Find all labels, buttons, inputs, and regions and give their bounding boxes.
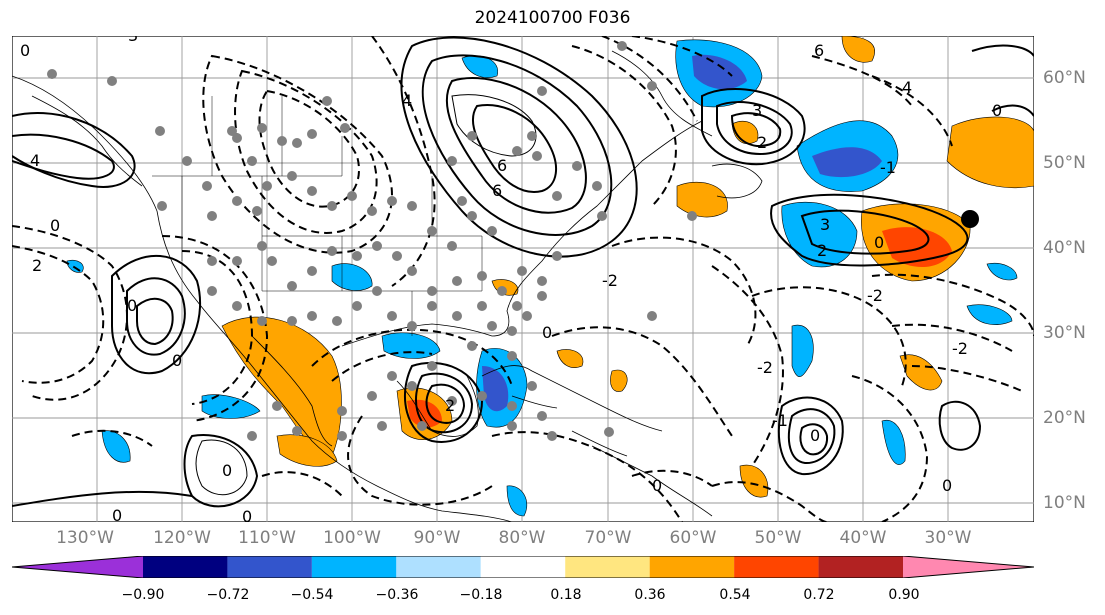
colorbar-segment bbox=[903, 556, 1034, 578]
lon-label: 90°W bbox=[413, 528, 461, 548]
colorbar-segment bbox=[649, 556, 735, 578]
colorbar-segment bbox=[734, 556, 819, 578]
colorbar-tick: −0.18 bbox=[459, 587, 503, 603]
lat-label: 10°N bbox=[1043, 493, 1086, 513]
colorbar-segment bbox=[396, 556, 481, 578]
svg-text:0: 0 bbox=[50, 216, 60, 235]
svg-text:6: 6 bbox=[492, 181, 502, 200]
contours-positive bbox=[12, 36, 1034, 508]
lon-label: 30°W bbox=[924, 528, 972, 548]
lon-label: 60°W bbox=[669, 528, 717, 548]
contours-thin bbox=[195, 94, 537, 496]
svg-text:0: 0 bbox=[992, 101, 1002, 120]
colorbar-segment bbox=[565, 556, 650, 578]
colorbar-tick: 0.54 bbox=[719, 587, 751, 603]
svg-text:2: 2 bbox=[817, 241, 827, 260]
svg-text:2: 2 bbox=[32, 256, 42, 275]
svg-text:4: 4 bbox=[30, 151, 40, 170]
svg-text:-2: -2 bbox=[952, 339, 968, 358]
lon-label: 120°W bbox=[153, 528, 211, 548]
svg-text:0: 0 bbox=[222, 461, 232, 480]
highlight-marker bbox=[961, 210, 979, 228]
colorbar-segment bbox=[12, 556, 143, 578]
map-panel: 0 4 0 2 0 0 6 6 4 3 2 3 2 0 -1 6 0 -2 -2… bbox=[12, 36, 1034, 522]
svg-text:-2: -2 bbox=[867, 286, 883, 305]
lon-label: 50°W bbox=[754, 528, 802, 548]
svg-text:-2: -2 bbox=[757, 358, 773, 377]
shading-warm bbox=[221, 36, 1034, 498]
svg-text:6: 6 bbox=[814, 41, 824, 60]
colorbar-segment bbox=[311, 556, 397, 578]
svg-text:2: 2 bbox=[757, 133, 767, 152]
svg-text:6: 6 bbox=[497, 156, 507, 175]
lat-label: 60°N bbox=[1043, 68, 1086, 88]
colorbar-segment bbox=[818, 556, 903, 578]
svg-text:3: 3 bbox=[752, 101, 762, 120]
lon-label: 110°W bbox=[238, 528, 296, 548]
svg-text:0: 0 bbox=[127, 296, 137, 315]
lat-label: 50°N bbox=[1043, 153, 1086, 173]
svg-text:0: 0 bbox=[172, 351, 182, 370]
lat-label: 40°N bbox=[1043, 238, 1086, 258]
colorbar-tick: −0.72 bbox=[206, 587, 250, 603]
svg-text:3: 3 bbox=[128, 36, 138, 45]
lat-label: 30°N bbox=[1043, 323, 1086, 343]
lon-label: 130°W bbox=[56, 528, 114, 548]
colorbar-tick: 0.90 bbox=[888, 587, 920, 603]
contour-labels: 0 4 0 2 0 0 6 6 4 3 2 3 2 0 -1 6 0 -2 -2… bbox=[20, 36, 1002, 522]
svg-text:0: 0 bbox=[874, 233, 884, 252]
svg-text:0: 0 bbox=[810, 426, 820, 445]
station-markers bbox=[47, 41, 697, 441]
svg-text:0: 0 bbox=[542, 323, 552, 342]
svg-text:4: 4 bbox=[402, 91, 412, 110]
svg-text:0: 0 bbox=[652, 476, 662, 495]
lon-label: 70°W bbox=[584, 528, 632, 548]
colorbar-tick: 0.18 bbox=[550, 587, 582, 603]
lon-label: 40°W bbox=[839, 528, 887, 548]
svg-text:3: 3 bbox=[820, 215, 830, 234]
colorbar-tick: 0.36 bbox=[634, 587, 666, 603]
svg-text:-2: -2 bbox=[602, 271, 618, 290]
svg-text:-1: -1 bbox=[772, 411, 788, 430]
svg-text:-1: -1 bbox=[880, 158, 896, 177]
colorbar-tick: −0.90 bbox=[121, 587, 165, 603]
map-title: 2024100700 F036 bbox=[474, 8, 631, 28]
svg-text:4: 4 bbox=[902, 78, 912, 97]
lon-label: 100°W bbox=[323, 528, 381, 548]
svg-text:0: 0 bbox=[242, 507, 252, 522]
svg-text:0: 0 bbox=[20, 41, 30, 60]
colorbar bbox=[12, 556, 1034, 578]
colorbar-tick: −0.36 bbox=[375, 587, 419, 603]
colorbar-segment bbox=[227, 556, 312, 578]
svg-text:2: 2 bbox=[445, 396, 455, 415]
colorbar-tick: 0.72 bbox=[803, 587, 835, 603]
svg-text:0: 0 bbox=[112, 506, 122, 522]
colorbar-tick: −0.54 bbox=[290, 587, 334, 603]
colorbar-segment bbox=[480, 556, 566, 578]
colorbar-segment bbox=[143, 556, 228, 578]
svg-text:0: 0 bbox=[942, 476, 952, 495]
lat-label: 20°N bbox=[1043, 408, 1086, 428]
lon-label: 80°W bbox=[498, 528, 546, 548]
